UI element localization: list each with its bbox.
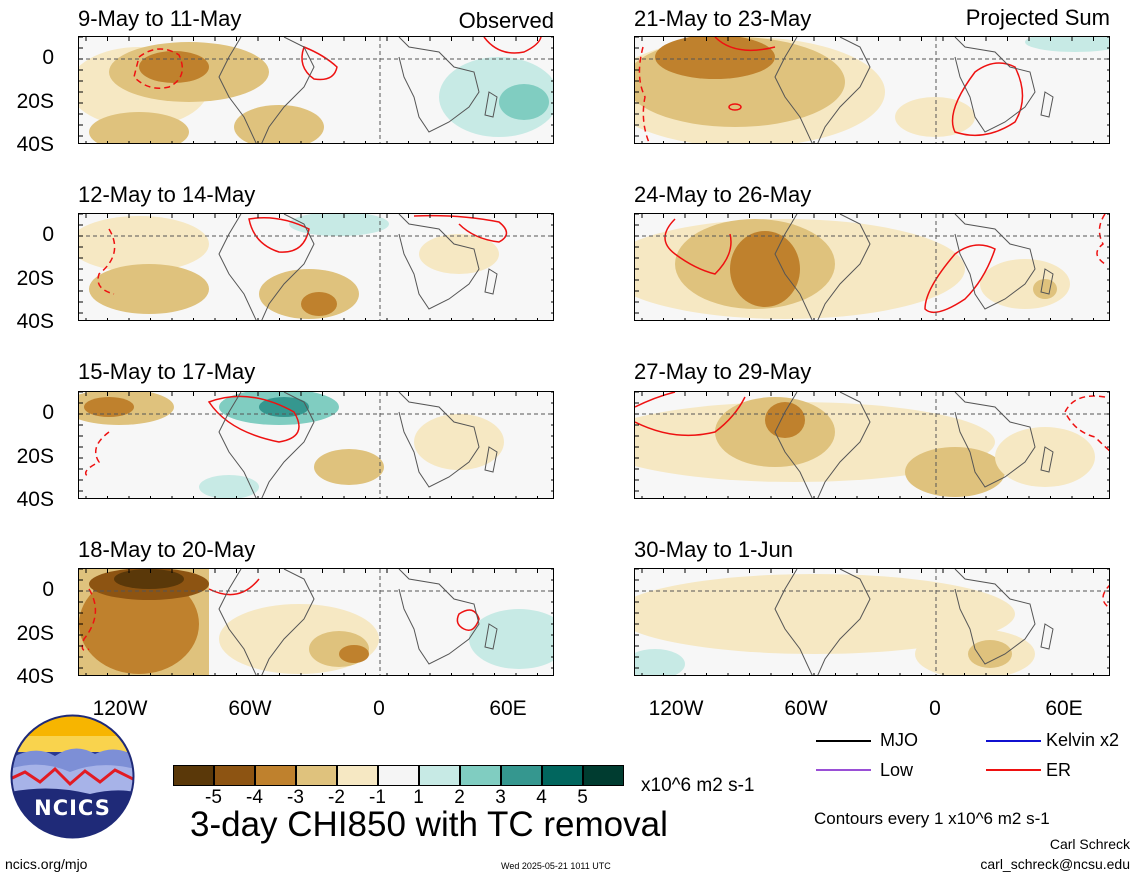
site-link[interactable]: ncics.org/mjo	[5, 856, 88, 872]
colorbar-swatch	[296, 765, 337, 786]
y-tick-label: 0	[42, 46, 54, 69]
colorbar-label: -4	[246, 787, 263, 808]
y-tick-label: 40S	[16, 488, 54, 511]
legend-line-mjo	[816, 740, 871, 742]
colorbar-swatch	[378, 765, 419, 786]
map-panel	[634, 391, 1110, 499]
colorbar-swatch	[214, 765, 255, 786]
panel-title: 27-May to 29-May	[634, 359, 812, 384]
y-tick-label: 20S	[16, 267, 54, 290]
x-tick-label: 60E	[1045, 697, 1083, 720]
colorbar-swatch	[583, 765, 624, 786]
colorbar-label: 5	[577, 787, 588, 808]
x-tick-label: 120W	[648, 697, 704, 720]
map-panel	[634, 568, 1110, 676]
y-tick-label: 0	[42, 578, 54, 601]
colorbar-swatch	[542, 765, 583, 786]
colorbar-swatch	[460, 765, 501, 786]
y-tick-label: 40S	[16, 133, 54, 156]
legend-label-mjo: MJO	[880, 730, 918, 750]
colorbar-swatch	[337, 765, 378, 786]
map-panel	[78, 391, 554, 499]
y-tick-label: 20S	[16, 622, 54, 645]
colorbar-label: 3	[495, 787, 506, 808]
colorbar-swatch	[255, 765, 296, 786]
x-tick-label: 120W	[92, 697, 148, 720]
map-panel	[78, 36, 554, 144]
panel-title: 30-May to 1-Jun	[634, 537, 793, 562]
y-tick-label: 0	[42, 223, 54, 246]
colorbar-label: -3	[287, 787, 304, 808]
colorbar-label: 4	[536, 787, 547, 808]
logo-text: NCICS	[34, 796, 111, 820]
x-tick-label: 60W	[228, 697, 272, 720]
y-tick-label: 40S	[16, 665, 54, 688]
timestamp: Wed 2025-05-21 1011 UTC	[501, 861, 611, 871]
ncics-logo: NCICS	[10, 714, 135, 839]
panel-title: 15-May to 17-May	[78, 359, 256, 384]
legend-line-low	[816, 769, 871, 771]
author-email[interactable]: carl_schreck@ncsu.edu	[980, 856, 1130, 872]
y-tick-label: 20S	[16, 90, 54, 113]
legend-label-kelvin: Kelvin x2	[1046, 730, 1120, 750]
x-tick-label: 60E	[489, 697, 527, 720]
panel-title: 21-May to 23-May	[634, 6, 812, 31]
x-tick-label: 60W	[784, 697, 828, 720]
contour-note: Contours every 1 x10^6 m2 s-1	[814, 809, 1050, 828]
colorbar-label: 2	[454, 787, 465, 808]
colorbar-label: -5	[205, 787, 222, 808]
map-panel	[78, 213, 554, 321]
legend-label-low: Low	[880, 760, 914, 780]
colorbar-swatch	[419, 765, 460, 786]
panel-tag: Observed	[458, 8, 554, 33]
x-tick-label: 0	[929, 697, 941, 720]
legend-label-er: ER	[1046, 760, 1072, 780]
main-title: 3-day CHI850 with TC removal	[190, 805, 668, 844]
colorbar-label: -2	[328, 787, 345, 808]
colorbar-unit: x10^6 m2 s-1	[641, 775, 755, 796]
panel-title: 12-May to 14-May	[78, 182, 256, 207]
map-panel	[634, 213, 1110, 321]
colorbar-swatch	[173, 765, 214, 786]
panel-title: 9-May to 11-May	[78, 6, 242, 31]
author-name: Carl Schreck	[1049, 836, 1130, 852]
panel-tag: Projected Sum	[965, 5, 1110, 30]
panel-title: 24-May to 26-May	[634, 182, 812, 207]
x-tick-label: 0	[373, 697, 385, 720]
map-panel	[634, 36, 1110, 144]
legend-line-er	[986, 769, 1041, 771]
y-tick-label: 0	[42, 401, 54, 424]
legend-line-kelvin	[986, 740, 1041, 742]
panel-title: 18-May to 20-May	[78, 537, 256, 562]
map-panel	[78, 568, 554, 676]
colorbar-swatch	[501, 765, 542, 786]
y-tick-label: 40S	[16, 310, 54, 333]
colorbar-label: 1	[413, 787, 424, 808]
y-tick-label: 20S	[16, 445, 54, 468]
colorbar-label: -1	[369, 787, 386, 808]
